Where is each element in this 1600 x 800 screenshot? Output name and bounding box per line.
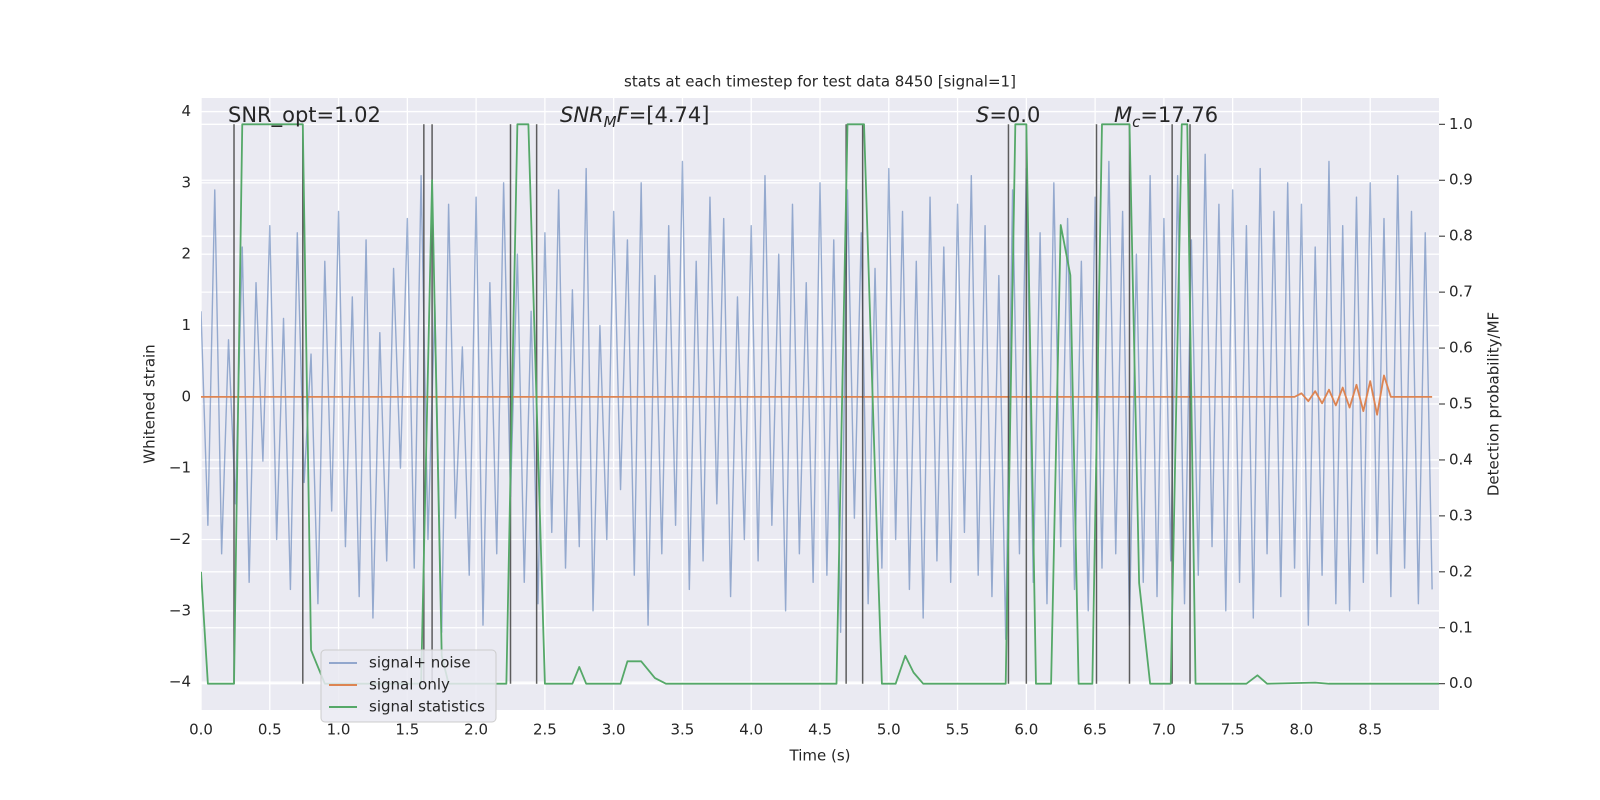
y-axis-label: Whitened strain <box>141 344 159 463</box>
annotation-part: =17.76 <box>1140 103 1218 127</box>
x-tick-label: 1.5 <box>395 721 419 739</box>
y2-tick-label: 0.1 <box>1449 618 1473 636</box>
legend-label: signal only <box>369 676 450 694</box>
x-tick-label: 8.5 <box>1358 721 1382 739</box>
x-axis-label: Time (s) <box>789 747 851 765</box>
annotation-part: S <box>976 103 989 127</box>
y2-tick-label: 0.3 <box>1449 506 1473 524</box>
legend-label: signal+ noise <box>369 654 471 672</box>
y2-tick-label: 0.4 <box>1449 450 1473 468</box>
y2-axis-label: Detection probability/MF <box>1485 312 1503 496</box>
y2-tick-label: 0.5 <box>1449 395 1473 413</box>
annotation-part: F <box>617 103 630 127</box>
x-tick-label: 0.5 <box>258 721 282 739</box>
y2-tick-label: 0.2 <box>1449 562 1473 580</box>
annotation: SNRMF=[4.74] <box>560 103 709 131</box>
y2-tick-label: 1.0 <box>1449 115 1473 133</box>
y-tick-label: −4 <box>169 673 191 691</box>
x-tick-label: 4.5 <box>808 721 832 739</box>
x-tick-label: 2.5 <box>533 721 557 739</box>
y2-tick-label: 0.7 <box>1449 283 1473 301</box>
y-tick-label: 4 <box>181 102 191 120</box>
x-tick-label: 6.0 <box>1014 721 1038 739</box>
series-line <box>201 153 1433 641</box>
x-tick-label: 3.0 <box>602 721 626 739</box>
annotation-part: SNR_opt=1.02 <box>228 103 381 128</box>
chart-title: stats at each timestep for test data 845… <box>624 73 1016 91</box>
x-tick-label: 8.0 <box>1290 721 1314 739</box>
y2-tick-label: 0.0 <box>1449 674 1473 692</box>
y2-tick-label: 0.8 <box>1449 227 1473 245</box>
x-tick-label: 4.0 <box>739 721 763 739</box>
y2-tick-label: 0.9 <box>1449 171 1473 189</box>
y-tick-label: −1 <box>169 459 191 477</box>
annotation: Mc=17.76 <box>1114 103 1218 131</box>
series-line <box>201 374 1433 416</box>
x-tick-label: 5.0 <box>877 721 901 739</box>
y-tick-label: 3 <box>181 173 191 191</box>
y-tick-label: 0 <box>181 387 191 405</box>
x-tick-label: 2.0 <box>464 721 488 739</box>
x-tick-label: 3.5 <box>671 721 695 739</box>
annotation-part: =[4.74] <box>629 103 710 127</box>
x-tick-label: 5.5 <box>946 721 970 739</box>
annotation-part: M <box>604 113 617 131</box>
y-tick-label: 1 <box>181 316 191 334</box>
annotation-part: SNR <box>560 103 604 127</box>
annotation: SNR_opt=1.02 <box>228 103 381 128</box>
y-tick-label: −3 <box>169 601 191 619</box>
y-tick-label: −2 <box>169 530 191 548</box>
x-tick-label: 1.0 <box>327 721 351 739</box>
x-tick-label: 6.5 <box>1083 721 1107 739</box>
x-tick-label: 7.0 <box>1152 721 1176 739</box>
legend-label: signal statistics <box>369 698 485 716</box>
x-tick-label: 0.0 <box>189 721 213 739</box>
annotation-part: M <box>1114 103 1132 127</box>
legend-box <box>320 649 497 723</box>
y2-tick-label: 0.6 <box>1449 339 1473 357</box>
x-tick-label: 7.5 <box>1221 721 1245 739</box>
annotation-part: =0.0 <box>989 103 1040 127</box>
annotation: S=0.0 <box>976 103 1040 127</box>
annotation-part: c <box>1132 113 1141 131</box>
legend: signal+ noise signal only signal statistic… <box>320 649 497 723</box>
y-tick-label: 2 <box>181 245 191 263</box>
